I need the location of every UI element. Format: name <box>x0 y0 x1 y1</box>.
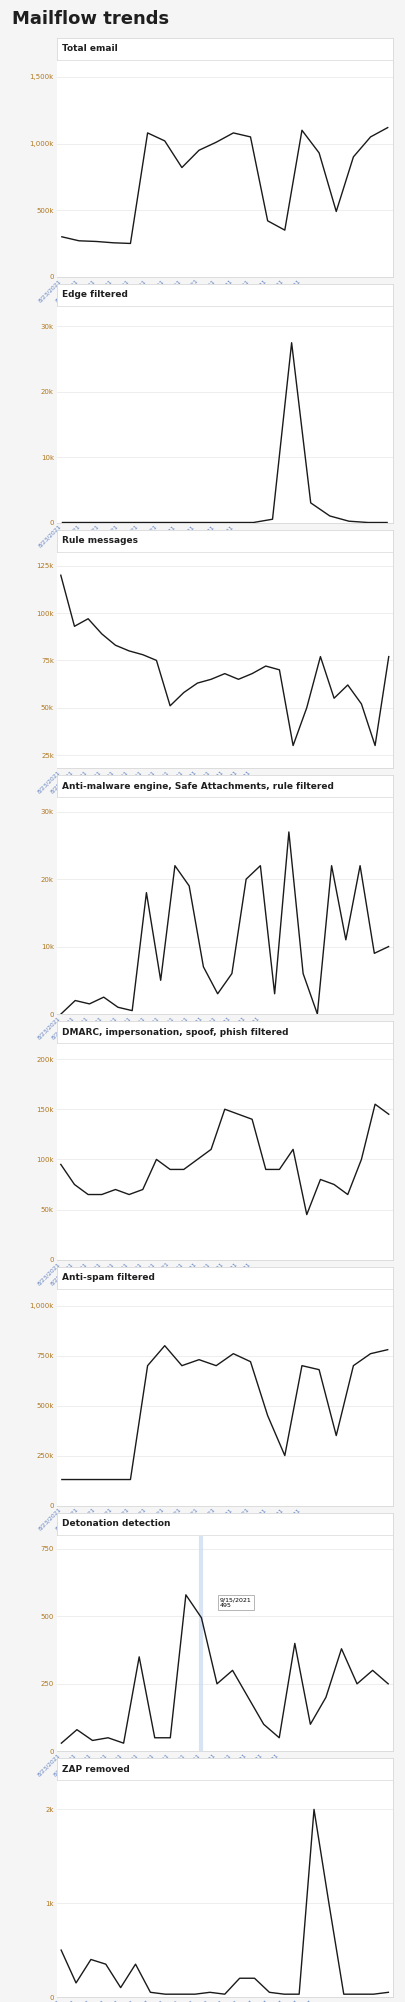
Text: Total email: Total email <box>62 44 117 54</box>
Text: Anti-malware engine, Safe Attachments, rule filtered: Anti-malware engine, Safe Attachments, r… <box>62 781 334 791</box>
Text: Mailflow trends: Mailflow trends <box>12 10 169 28</box>
Text: Rule messages: Rule messages <box>62 537 138 545</box>
Text: Detonation detection: Detonation detection <box>62 1520 170 1528</box>
Text: DMARC, impersonation, spoof, phish filtered: DMARC, impersonation, spoof, phish filte… <box>62 1027 288 1037</box>
Text: ZAP removed: ZAP removed <box>62 1764 130 1774</box>
Text: Anti-spam filtered: Anti-spam filtered <box>62 1273 155 1281</box>
Text: Edge filtered: Edge filtered <box>62 290 128 298</box>
Text: 9/15/2021
495: 9/15/2021 495 <box>220 1598 252 1608</box>
